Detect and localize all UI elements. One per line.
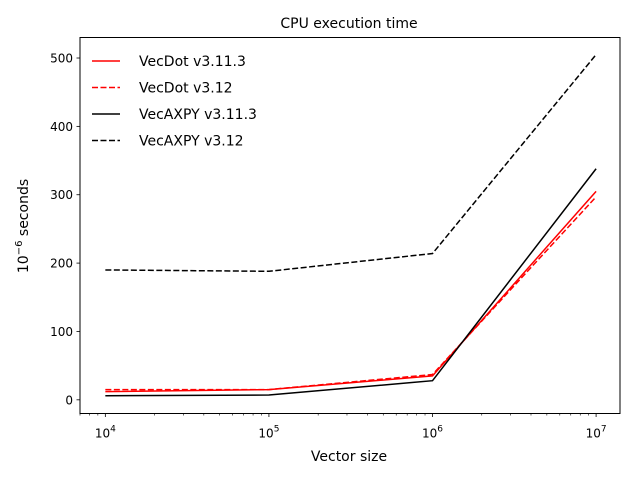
y-tick-label: 0 — [65, 393, 73, 407]
x-tick-label: 107 — [586, 425, 607, 441]
legend-label-vecaxpy-v3-11-3: VecAXPY v3.11.3 — [139, 107, 257, 123]
x-axis: 104 105 106 107 — [79, 413, 607, 441]
x-tick-label: 105 — [258, 425, 279, 441]
x-tick-label: 106 — [422, 425, 443, 441]
chart-title: CPU execution time — [280, 16, 417, 32]
y-tick-label: 100 — [50, 325, 73, 339]
legend: VecDot v3.11.3 VecDot v3.12 VecAXPY v3.11.… — [92, 54, 257, 150]
plot-area — [105, 54, 597, 397]
x-tick-label: 104 — [95, 425, 116, 441]
y-tick-label: 500 — [50, 52, 73, 66]
legend-label-vecaxpy-v3-12: VecAXPY v3.12 — [139, 134, 244, 150]
y-axis: 0 100 200 300 400 500 — [50, 52, 80, 407]
series-line-vecaxpy-v3-12 — [105, 54, 597, 273]
y-tick-label: 300 — [50, 188, 73, 202]
y-axis-label-base: 10 — [16, 255, 32, 273]
series-line-vecdot-v3-12 — [105, 196, 597, 391]
legend-label-vecdot-v3-11-3: VecDot v3.11.3 — [139, 54, 246, 70]
axes-frame — [79, 37, 621, 414]
series-line-vecaxpy-v3-11-3 — [105, 168, 597, 397]
x-axis-label: Vector size — [311, 449, 387, 465]
y-axis-label-exp: −6 — [14, 241, 25, 256]
y-axis-label-unit: seconds — [16, 179, 32, 241]
y-axis-label: 10−6 seconds — [14, 179, 32, 273]
y-tick-label: 400 — [50, 120, 73, 134]
series-line-vecdot-v3-11-3 — [105, 190, 597, 393]
y-tick-label: 200 — [50, 257, 73, 271]
legend-label-vecdot-v3-12: VecDot v3.12 — [139, 81, 233, 97]
